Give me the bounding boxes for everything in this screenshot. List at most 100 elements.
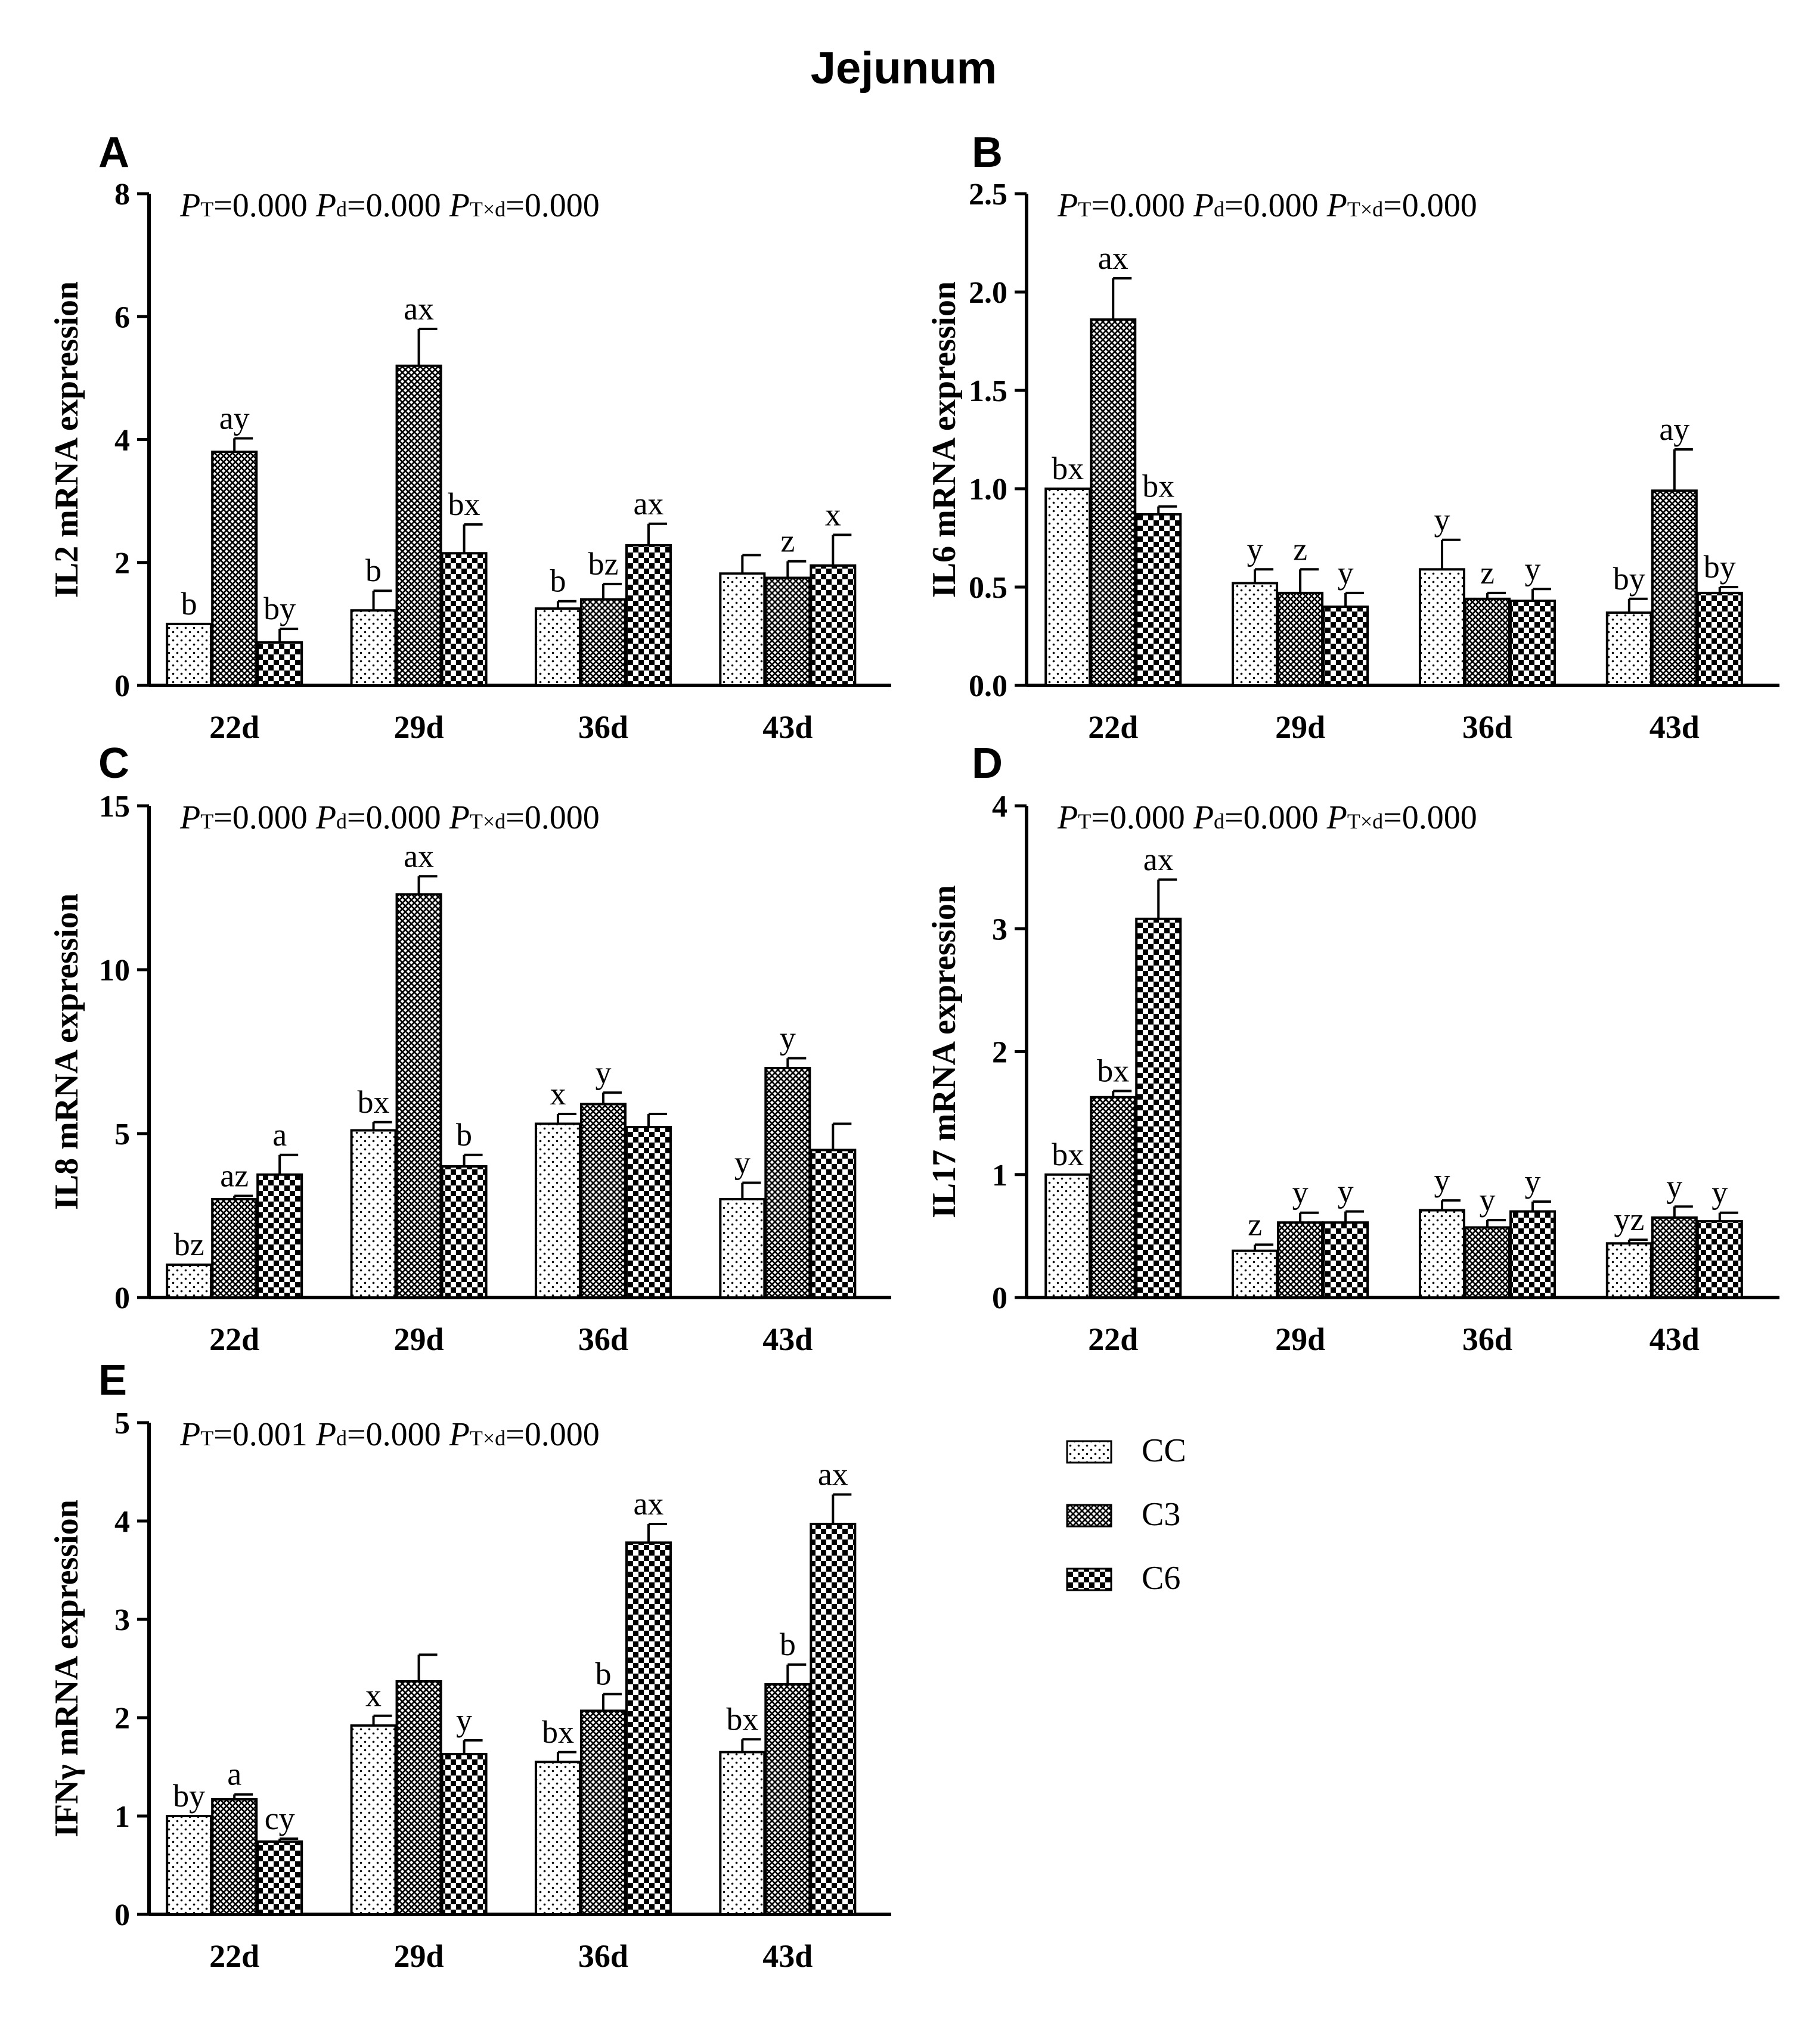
- y-tick-label-d: 3: [992, 912, 1007, 946]
- p-values-b: PT=0.000 Pd=0.000 PT×d=0.000: [1057, 187, 1477, 224]
- panel-letter-e: E: [98, 1357, 127, 1404]
- sig-label-c: y: [780, 1020, 796, 1056]
- x-tick-label-c: 43d: [762, 1321, 813, 1357]
- x-tick-label-e: 22d: [209, 1938, 259, 1974]
- y-axis-title-d: IL17 mRNA expression: [926, 885, 963, 1218]
- panel-letter-b: B: [972, 129, 1003, 176]
- p-value-part: =0.000: [1224, 187, 1319, 224]
- p-value-part: =0.000: [1383, 187, 1477, 224]
- x-tick-label-d: 36d: [1462, 1321, 1512, 1357]
- p-value-part: T×d: [470, 1426, 506, 1450]
- bar-d-29d-cc: [1232, 1249, 1279, 1299]
- y-tick-label-c: 0: [114, 1281, 130, 1315]
- bar-b-22d-c6: [1135, 513, 1182, 687]
- bar-b-29d-cc: [1232, 582, 1279, 687]
- bar-d-36d-cc: [1418, 1209, 1465, 1299]
- p-value-part: P: [308, 1416, 336, 1453]
- bar-b-36d-cc: [1418, 568, 1465, 687]
- sig-label-b: z: [1480, 555, 1495, 591]
- p-value-part: =0.000: [347, 799, 441, 836]
- legend-label-c6: C6: [1142, 1560, 1180, 1597]
- p-value-part: T×d: [1347, 809, 1383, 833]
- sig-label-a: b: [365, 552, 382, 588]
- bar-a-29d-c6: [441, 552, 488, 687]
- y-tick-label-c: 10: [99, 954, 130, 988]
- bar-c-29d-c3: [395, 893, 442, 1299]
- p-value-part: P: [441, 799, 470, 836]
- p-value-part: =0.000: [1091, 187, 1185, 224]
- sig-label-d: y: [1712, 1175, 1728, 1210]
- bar-b-29d-c6: [1322, 606, 1369, 687]
- x-tick-label-a: 36d: [578, 709, 628, 745]
- sig-label-a: b: [181, 586, 197, 622]
- sig-label-a: x: [825, 496, 841, 532]
- bar-e-22d-c6: [256, 1840, 303, 1916]
- bar-c-36d-c3: [579, 1103, 627, 1299]
- panel-letter-c: C: [98, 740, 129, 787]
- group-d-22d: 22d bx bx ax: [1044, 842, 1182, 1357]
- bar-a-22d-c3: [211, 451, 258, 687]
- bar-e-29d-c6: [441, 1753, 488, 1916]
- sig-label-d: y: [1338, 1174, 1354, 1209]
- bar-e-43d-cc: [719, 1750, 766, 1916]
- p-value-part: P: [1057, 799, 1078, 836]
- sig-label-e: ax: [633, 1486, 663, 1522]
- y-tick-label-d: 4: [992, 790, 1007, 824]
- sig-label-e: y: [456, 1702, 472, 1738]
- sig-label-d: ax: [1143, 842, 1174, 877]
- p-value-part: P: [441, 1416, 470, 1453]
- bar-d-43d-c3: [1651, 1216, 1698, 1299]
- sig-label-d: y: [1479, 1182, 1495, 1218]
- sig-label-e: ax: [818, 1456, 848, 1492]
- p-value-part: P: [1185, 799, 1214, 836]
- y-tick-label-d: 0: [992, 1281, 1007, 1315]
- y-tick-label-a: 0: [114, 669, 130, 703]
- sig-label-d: y: [1524, 1163, 1540, 1199]
- p-value-part: =0.000: [347, 1416, 441, 1453]
- p-value-part: T: [200, 197, 213, 221]
- bar-c-22d-c3: [211, 1198, 258, 1299]
- legend: CC C3 C6: [1066, 1432, 1186, 1597]
- legend-item-cc: CC: [1066, 1432, 1186, 1469]
- sig-label-b: ay: [1659, 411, 1689, 447]
- bar-c-43d-c3: [764, 1067, 811, 1299]
- y-tick-label-b: 1.5: [969, 374, 1007, 408]
- sig-label-c: y: [734, 1145, 751, 1181]
- p-value-part: P: [441, 187, 470, 224]
- sig-label-e: cy: [265, 1801, 295, 1836]
- x-tick-label-a: 22d: [209, 709, 259, 745]
- bar-b-29d-c3: [1277, 591, 1324, 687]
- sig-label-d: y: [1666, 1168, 1682, 1204]
- bar-c-29d-c6: [441, 1165, 488, 1299]
- bar-a-36d-c6: [625, 544, 672, 687]
- panel-letter-d: D: [972, 740, 1003, 787]
- p-value-part: d: [336, 197, 347, 221]
- sig-label-c: a: [272, 1117, 287, 1153]
- sig-label-a: by: [263, 591, 296, 626]
- bar-b-36d-c3: [1464, 597, 1511, 687]
- sig-label-b: y: [1247, 531, 1263, 567]
- sig-label-d: y: [1434, 1162, 1450, 1198]
- bar-b-43d-c3: [1651, 489, 1698, 687]
- sig-label-e: a: [227, 1756, 241, 1792]
- sig-label-d: z: [1248, 1206, 1262, 1242]
- sig-label-e: x: [365, 1678, 382, 1714]
- legend-item-c6: C6: [1066, 1560, 1180, 1597]
- bar-e-36d-c3: [579, 1709, 627, 1916]
- sig-label-b: y: [1338, 555, 1354, 591]
- p-value-part: d: [336, 1426, 347, 1450]
- group-e-43d: 43d bx b ax: [719, 1456, 857, 1974]
- y-tick-label-b: 2.5: [969, 178, 1007, 212]
- bar-b-36d-c6: [1509, 600, 1556, 687]
- sig-label-b: by: [1704, 549, 1736, 585]
- group-b-43d: 43d by ay by: [1605, 411, 1743, 745]
- y-tick-label-d: 2: [992, 1036, 1007, 1070]
- sig-label-a: ax: [633, 486, 663, 522]
- legend-swatch-c3: [1066, 1504, 1112, 1528]
- y-tick-label-b: 0.5: [969, 571, 1007, 605]
